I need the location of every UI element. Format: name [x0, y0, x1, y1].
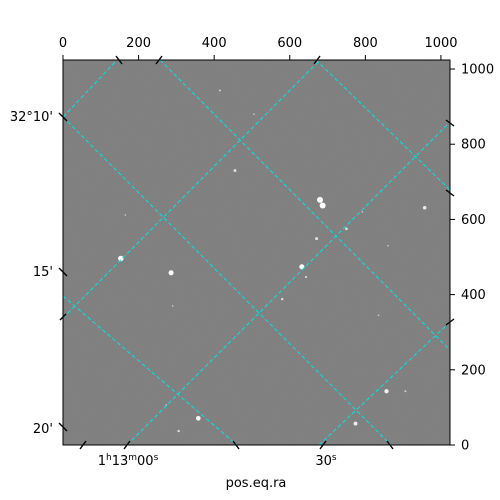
right-y-tick-label: 400: [461, 288, 486, 303]
world-axis-ticks: [58, 55, 455, 450]
star: [345, 227, 348, 231]
right-y-tick-label: 1000: [461, 63, 494, 78]
dec-tick-label: 20': [33, 422, 53, 437]
top-x-tick-label: 0: [59, 36, 67, 51]
star: [124, 214, 127, 216]
star: [353, 421, 358, 426]
ra-tick-mark: [79, 440, 87, 450]
star: [168, 270, 174, 276]
star: [422, 205, 427, 210]
star: [299, 264, 305, 270]
grid-line: [159, 60, 450, 351]
dec-tick-mark: [58, 112, 68, 122]
ra-tick-mark: [313, 55, 321, 65]
image-plot: [63, 60, 450, 445]
right-y-tick-label: 800: [461, 138, 486, 153]
star: [404, 390, 407, 393]
star: [387, 244, 389, 247]
ra-tick-labels: 1h13m00s 30s: [98, 453, 337, 469]
right-y-tick-label: 600: [461, 213, 486, 228]
dec-tick-mark: [58, 267, 68, 277]
ra-tick-mark: [445, 119, 455, 127]
star: [253, 113, 255, 115]
dec-tick-label: 32°10': [10, 110, 53, 125]
x-axis-label: pos.eq.ra: [226, 476, 287, 491]
dec-tick-labels: 32°10' 15' 20': [10, 110, 53, 437]
top-x-tick-label: 600: [277, 36, 302, 51]
star: [280, 297, 284, 301]
ra-tick-mark: [155, 55, 163, 65]
ra-tick-label: 1h13m00s: [98, 453, 159, 469]
star: [319, 202, 326, 209]
coordinate-grid: [63, 60, 450, 445]
grid-line: [63, 60, 321, 319]
star: [361, 211, 364, 213]
grid-line: [63, 116, 392, 445]
star: [233, 169, 237, 172]
ra-tick-mark: [445, 318, 455, 326]
image-noise: [63, 60, 450, 445]
dec-tick-mark: [59, 313, 67, 321]
dec-tick-mark: [58, 422, 68, 432]
ra-tick-mark: [386, 440, 394, 450]
star: [118, 255, 124, 262]
top-x-tick-labels: 0 200 400 600 800 1000: [59, 36, 458, 51]
star: [177, 429, 180, 433]
star: [384, 389, 389, 394]
ra-tick-mark: [319, 440, 327, 450]
dec-tick-label: 15': [33, 265, 53, 280]
star: [195, 415, 201, 421]
star: [304, 275, 308, 279]
grid-line: [318, 321, 450, 445]
ra-tick-mark: [445, 189, 455, 197]
pixel-axis-ticks: [62, 55, 455, 446]
grid-line: [63, 295, 238, 445]
top-x-tick-label: 800: [353, 36, 378, 51]
grid-line: [315, 60, 450, 191]
plot-frame: [62, 59, 451, 446]
star: [377, 314, 380, 317]
top-x-tick-label: 1000: [424, 36, 457, 51]
right-y-tick-label: 200: [461, 363, 486, 378]
star-field: [118, 89, 427, 433]
ra-tick-label: 30s: [315, 453, 337, 469]
star: [316, 196, 323, 203]
grid-line: [63, 60, 118, 118]
star: [218, 89, 221, 92]
ra-tick-mark: [232, 440, 240, 450]
ra-tick-mark: [123, 440, 131, 450]
ra-tick-mark: [115, 55, 123, 65]
top-x-tick-label: 400: [202, 36, 227, 51]
right-y-tick-label: 0: [461, 439, 469, 454]
right-y-tick-labels: 0 200 400 600 800 1000: [461, 63, 494, 454]
grid-line: [126, 121, 450, 445]
star: [171, 305, 174, 307]
top-x-tick-label: 200: [126, 36, 151, 51]
star: [315, 237, 319, 241]
